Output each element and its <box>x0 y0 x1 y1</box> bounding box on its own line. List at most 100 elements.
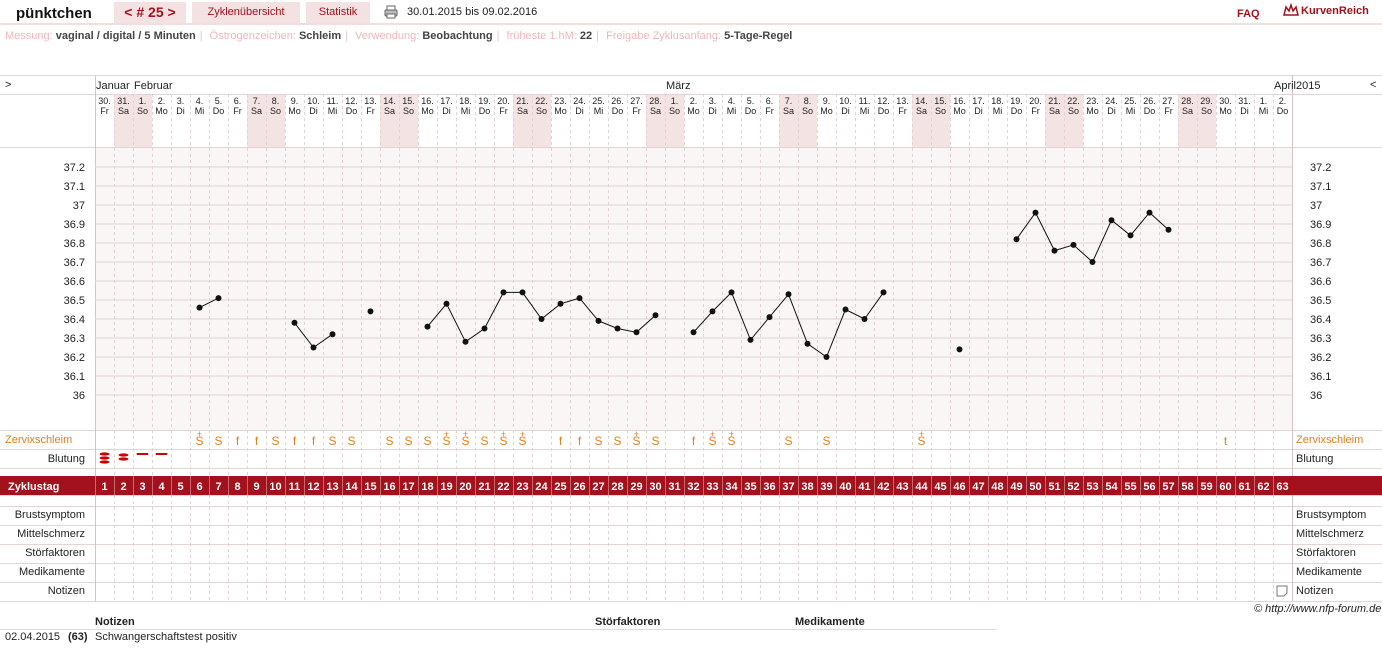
temperature-point <box>823 354 830 360</box>
printer-icon[interactable] <box>384 5 398 19</box>
weekday-label: Do <box>612 106 624 116</box>
mucus-symbol: S <box>195 434 203 448</box>
temperature-point <box>1070 241 1077 248</box>
mucus-plus: + <box>710 429 715 439</box>
date-label: 25. <box>592 96 605 106</box>
prev-cycle-arrow[interactable]: > <box>5 79 11 91</box>
weekend-column <box>114 94 133 147</box>
weekday-label: Do <box>1277 106 1289 116</box>
weekday-label: Mo <box>820 106 833 116</box>
date-label: 21. <box>1048 96 1061 106</box>
cycle-day-number: 57 <box>1162 481 1174 493</box>
logo-text: KurvenReich <box>1301 5 1369 17</box>
date-label: 28. <box>649 96 662 106</box>
weekday-label: Sa <box>1049 106 1060 116</box>
date-range: 30.01.2015 bis 09.02.2016 <box>407 6 538 18</box>
date-label: 26. <box>1143 96 1156 106</box>
date-label: 30. <box>1219 96 1232 106</box>
date-label: 13. <box>896 96 909 106</box>
setting-value: Schleim <box>298 30 342 42</box>
date-label: 22. <box>1067 96 1080 106</box>
credit-link[interactable]: © http://www.nfp-forum.de <box>1254 603 1382 615</box>
y-tick-label: 36.7 <box>64 257 85 269</box>
y-tick-label: 36 <box>73 390 85 402</box>
date-label: 8. <box>272 96 280 106</box>
weekend-column <box>399 94 418 147</box>
temperature-point <box>861 316 868 322</box>
month-label: Februar <box>134 80 173 92</box>
date-label: 20. <box>497 96 510 106</box>
weekend-column <box>1197 94 1216 147</box>
date-label: 6. <box>766 96 774 106</box>
row-label-stoer-right: Störfaktoren <box>1296 547 1356 559</box>
cycle-day-number: 61 <box>1238 481 1250 493</box>
date-label: 4. <box>728 96 736 106</box>
setting-value: 22 <box>579 30 593 42</box>
mucus-symbol: S <box>442 434 450 448</box>
cycle-day-number: 49 <box>1010 481 1022 493</box>
temperature-point <box>728 289 735 296</box>
cycle-day-number: 9 <box>253 481 259 493</box>
kurvenreich-logo[interactable]: KurvenReich <box>1282 2 1382 22</box>
cycle-day-number: 10 <box>269 481 281 493</box>
y-tick-label-right: 37.1 <box>1310 181 1331 193</box>
tab-statistics[interactable]: Statistik <box>306 2 370 23</box>
cycle-day-number: 8 <box>234 481 240 493</box>
bleeding-label: Blutung <box>48 453 85 465</box>
note-icon[interactable] <box>1276 585 1288 597</box>
username: pünktchen <box>16 5 92 22</box>
mucus-symbol: S <box>328 434 336 448</box>
cycle-day-number: 11 <box>289 481 301 493</box>
row-label-notizen: Notizen <box>48 585 85 597</box>
tab-cycle-overview[interactable]: Zyklenübersicht <box>192 2 300 23</box>
weekday-label: Sa <box>118 106 129 116</box>
weekend-column <box>665 94 684 147</box>
cycle-navigator[interactable]: < # 25 > <box>114 2 186 23</box>
y-tick-label: 36.4 <box>64 314 85 326</box>
mucus-symbol: S <box>385 434 393 448</box>
y-tick-label-right: 36.6 <box>1310 276 1331 288</box>
date-label: 7. <box>253 96 261 106</box>
cycle-day-number: 31 <box>668 481 680 493</box>
weekday-label: Fr <box>100 106 109 116</box>
temperature-point <box>443 300 450 307</box>
mucus-symbol: f <box>236 434 240 448</box>
weekday-label: Sa <box>916 106 927 116</box>
date-label: 9. <box>823 96 831 106</box>
cycle-day-number: 18 <box>421 481 433 493</box>
mucus-symbol: t <box>1224 434 1228 448</box>
weekday-label: Mo <box>687 106 700 116</box>
weekend-column <box>779 94 798 147</box>
temperature-point <box>481 325 488 332</box>
date-label: 26. <box>611 96 624 106</box>
date-label: 19. <box>1010 96 1023 106</box>
medication-header: Medikamente <box>795 616 865 628</box>
y-tick-label-right: 37 <box>1310 200 1322 212</box>
date-label: 12. <box>877 96 890 106</box>
date-label: 5. <box>215 96 223 106</box>
cycle-day-number: 50 <box>1029 481 1041 493</box>
date-label: 15. <box>402 96 415 106</box>
cycle-day-number: 3 <box>139 481 145 493</box>
temperature-point <box>557 300 564 307</box>
weekend-column <box>912 94 931 147</box>
temperature-line <box>199 297 219 309</box>
mucus-plus: + <box>197 429 202 439</box>
date-label: 17. <box>972 96 985 106</box>
faq-link[interactable]: FAQ <box>1237 8 1260 20</box>
temperature-point <box>1089 259 1096 265</box>
setting-value: vaginal / digital / 5 Minuten <box>55 30 196 42</box>
row-label-notizen-right: Notizen <box>1296 585 1333 597</box>
date-label: 24. <box>573 96 586 106</box>
date-label: 27. <box>630 96 643 106</box>
weekday-label: So <box>536 106 547 116</box>
temperature-point <box>424 323 431 330</box>
date-label: 11. <box>327 96 339 106</box>
weekday-label: Di <box>708 106 717 116</box>
temperature-point <box>1165 226 1172 233</box>
cycle-day-number: 54 <box>1105 481 1118 493</box>
next-cycle-arrow[interactable]: < <box>1370 79 1376 91</box>
weekday-label: Mi <box>195 106 205 116</box>
cycle-day-number: 41 <box>858 481 870 493</box>
bleeding-light <box>136 453 149 455</box>
